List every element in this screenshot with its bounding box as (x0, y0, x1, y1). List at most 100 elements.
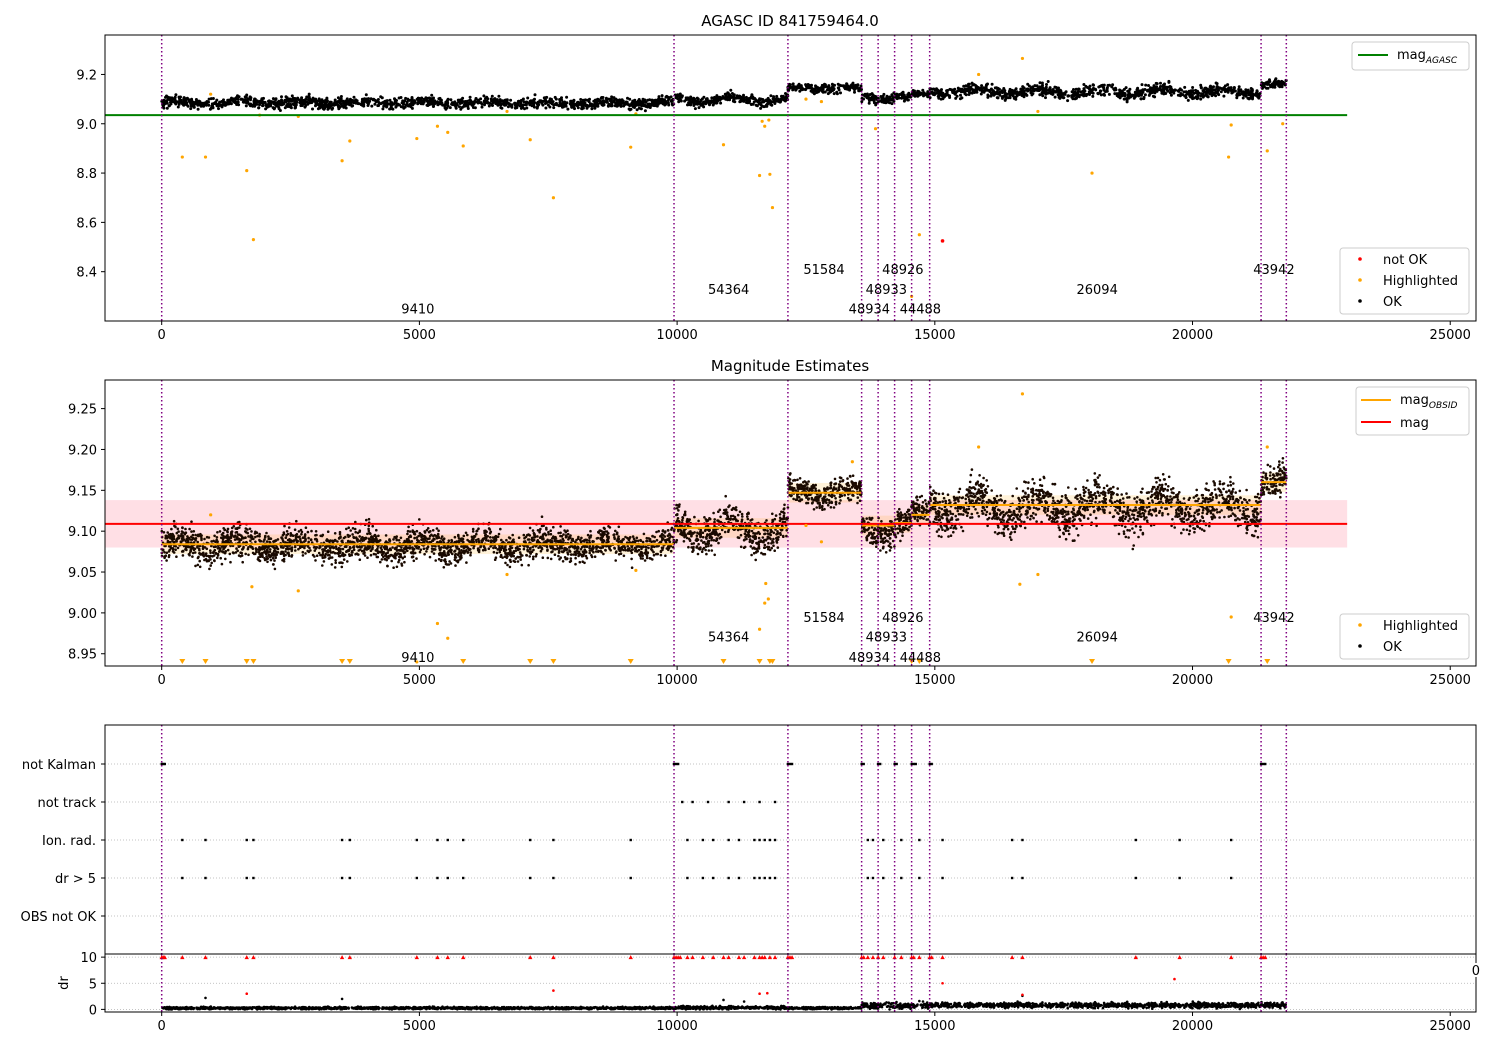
agasc-magnitude-panel: AGASC ID 841759464.0 9410543645158448934… (76, 12, 1477, 343)
ok-point (693, 107, 697, 111)
obsid-label: 54364 (708, 283, 749, 298)
ok-point (313, 549, 317, 552)
ok-point (171, 539, 174, 543)
ok-point (465, 99, 469, 103)
ok-point (530, 104, 534, 108)
ok-point (572, 98, 576, 102)
highlighted-point (245, 169, 249, 173)
ok-point (177, 534, 180, 537)
ok-point (544, 98, 547, 102)
ok-point (1144, 83, 1148, 87)
ok-point (618, 103, 622, 107)
ok-point (479, 544, 483, 548)
ok-point (345, 545, 348, 549)
ok-point (1241, 96, 1245, 100)
ok-point (531, 539, 535, 543)
ok-point (744, 95, 748, 99)
ok-point (397, 96, 401, 100)
ok-point (723, 92, 727, 96)
ok-point (237, 95, 241, 99)
ok-point (323, 102, 327, 106)
ok-point (425, 550, 428, 553)
ok-point (440, 535, 444, 538)
ok-point (1120, 91, 1124, 95)
ok-point (517, 536, 521, 539)
ok-point (460, 101, 464, 105)
ok-point (392, 566, 395, 569)
ok-point (622, 548, 625, 552)
ok-point (1088, 91, 1092, 95)
ok-point (287, 554, 291, 558)
ok-point (392, 538, 395, 541)
ok-point (204, 557, 208, 561)
ok-point (403, 547, 406, 550)
ok-point (666, 545, 670, 548)
ok-point (838, 83, 842, 87)
ok-point (666, 101, 670, 105)
ok-point (644, 545, 647, 549)
ok-point (638, 545, 641, 548)
ok-point (1152, 85, 1156, 89)
ok-point (422, 100, 426, 104)
ok-point (1160, 91, 1164, 95)
ok-point (750, 93, 754, 97)
ok-point (742, 93, 745, 97)
ok-point (597, 550, 600, 553)
ok-point (635, 545, 638, 549)
ok-point (427, 96, 431, 100)
ok-point (1072, 88, 1075, 91)
ok-point (857, 88, 861, 92)
ok-point (481, 548, 485, 552)
ok-point (261, 103, 265, 107)
ok-point (1160, 88, 1164, 91)
ok-point (418, 550, 422, 554)
ok-point (707, 99, 711, 103)
ok-point (379, 560, 382, 564)
ok-point (376, 547, 379, 551)
ok-point (648, 104, 652, 108)
ok-point (564, 534, 568, 537)
ok-point (875, 101, 879, 105)
ok-point (664, 541, 668, 544)
ok-point (637, 98, 641, 101)
ok-point (230, 526, 234, 530)
ok-point (647, 537, 651, 540)
ok-point (968, 91, 972, 95)
ok-point (917, 93, 921, 97)
ok-point (1214, 94, 1218, 98)
ok-point (373, 102, 377, 106)
ok-point (216, 552, 220, 556)
ok-point (964, 84, 968, 88)
highlighted-point (804, 97, 808, 101)
ok-point (347, 535, 350, 538)
ok-point (194, 533, 197, 537)
ok-point (489, 545, 492, 548)
ok-point (461, 96, 465, 100)
ok-point (572, 553, 575, 556)
ok-point (265, 531, 268, 535)
ok-point (1278, 83, 1282, 86)
ok-point (399, 536, 403, 540)
ok-point (956, 86, 960, 90)
ok-point (545, 528, 548, 531)
ok-point (334, 559, 337, 562)
ok-point (274, 550, 278, 553)
ok-point (360, 549, 364, 553)
ok-point (590, 555, 594, 559)
ok-point (254, 535, 257, 539)
ok-point (1222, 94, 1226, 98)
ok-point (297, 547, 300, 551)
ok-point (581, 560, 584, 563)
ok-point (190, 535, 193, 539)
ok-point (867, 101, 871, 105)
ok-point (352, 535, 355, 539)
ok-point (449, 545, 452, 549)
ok-point (504, 546, 507, 549)
ok-point (531, 557, 535, 561)
ok-point (197, 102, 200, 106)
ok-point (661, 537, 665, 540)
ok-point (562, 533, 565, 536)
ok-point (185, 545, 188, 549)
ok-point (637, 101, 641, 105)
ok-point (1269, 85, 1273, 89)
